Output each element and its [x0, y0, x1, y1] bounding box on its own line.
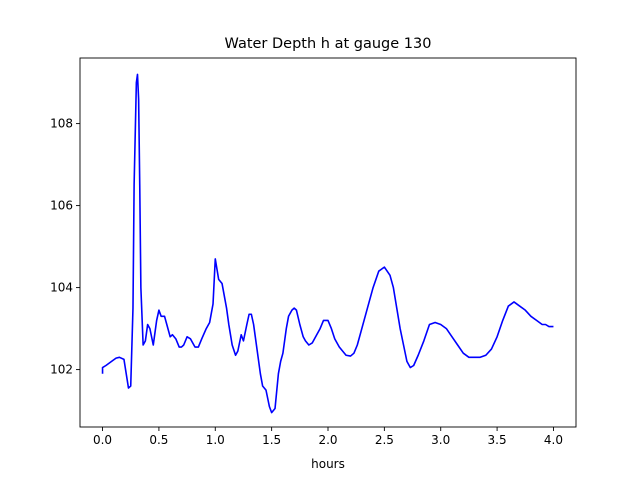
y-tick-label: 106: [50, 199, 73, 213]
y-tick-label: 102: [50, 363, 73, 377]
chart-title: Water Depth h at gauge 130: [225, 36, 432, 52]
x-tick-label: 4.0: [544, 433, 563, 447]
axes-frame: [79, 57, 577, 428]
plot-area: 0.0 0.5 1.0 1.5 2.0 2.5 3.0 3.5 4.0 102 104 106 108: [50, 57, 577, 447]
y-tick-label: 108: [50, 117, 73, 131]
x-tick-label: 0.0: [93, 433, 112, 447]
series-line-0: [101, 73, 554, 414]
x-tick-label: 3.5: [488, 433, 507, 447]
x-tick-label: 1.5: [262, 433, 281, 447]
x-tick-label: 2.0: [318, 433, 337, 447]
x-tick-label: 1.0: [206, 433, 225, 447]
x-axis-label: hours: [311, 457, 345, 471]
y-tick-label: 104: [50, 281, 73, 295]
x-tick-label: 2.5: [375, 433, 394, 447]
x-tick-label: 0.5: [149, 433, 168, 447]
x-tick-label: 3.0: [431, 433, 450, 447]
